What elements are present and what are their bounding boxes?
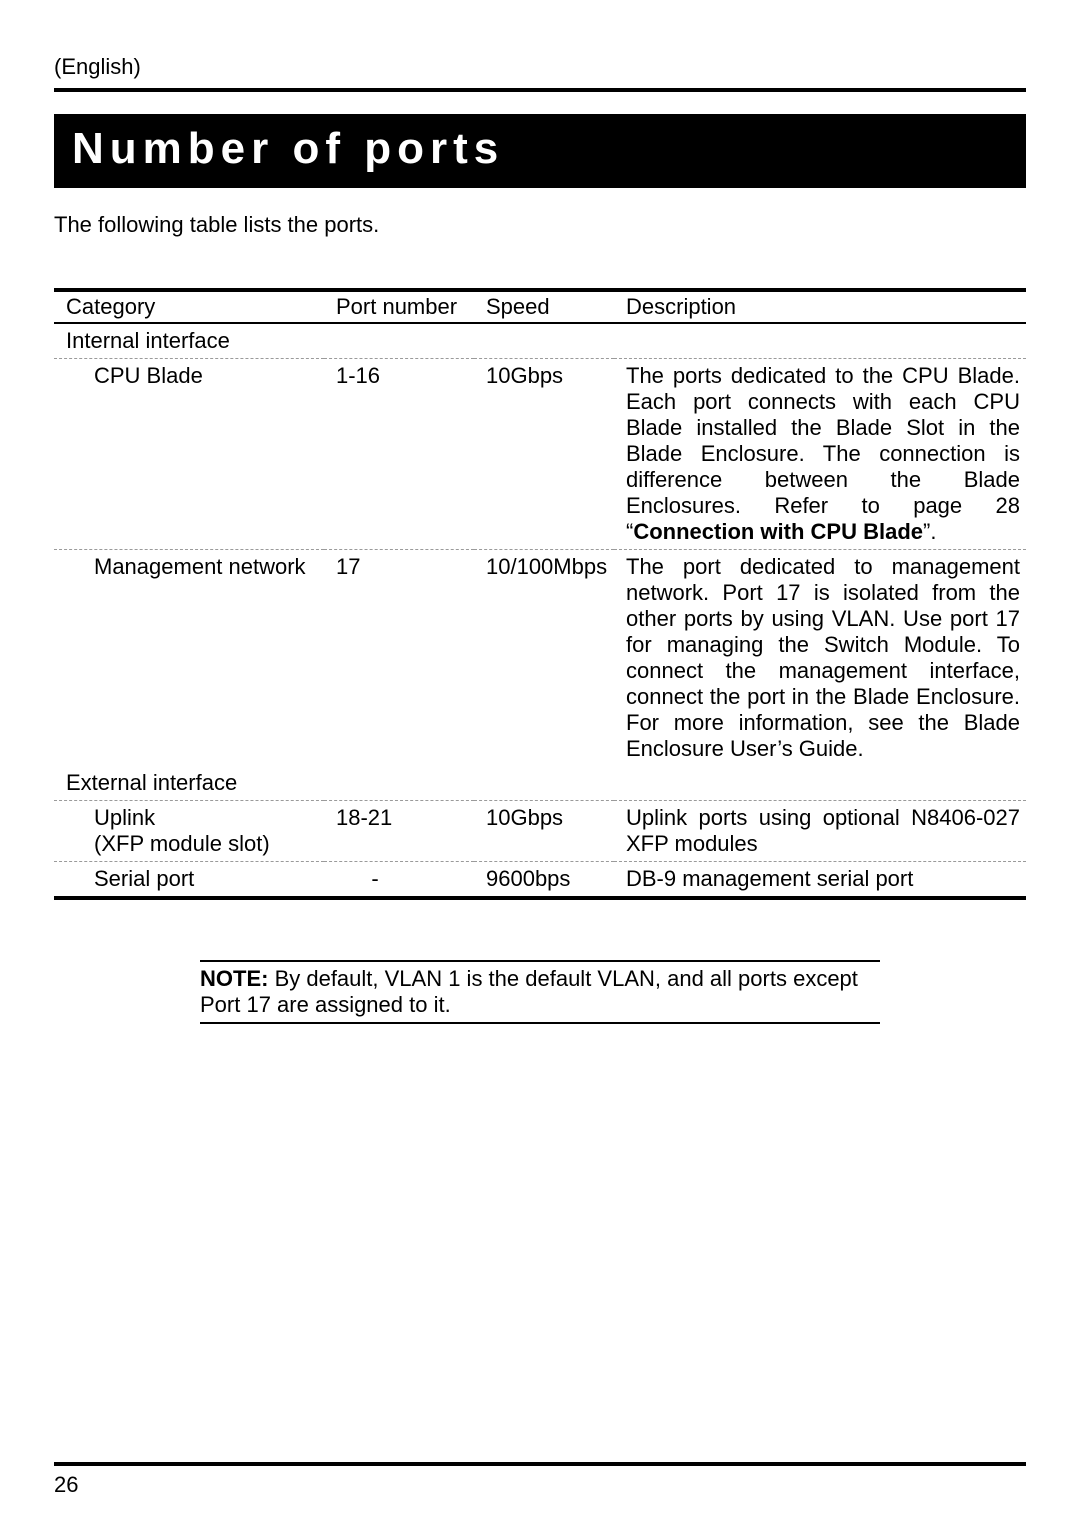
cell-port-number: 1-16 (324, 359, 474, 550)
header-rule (54, 88, 1026, 92)
intro-text: The following table lists the ports. (54, 212, 1026, 238)
cell-description: Uplink ports using optional N8406-027 XF… (614, 801, 1026, 862)
uplink-line1: Uplink (94, 805, 155, 830)
footer-rule (54, 1462, 1026, 1466)
col-description: Description (614, 290, 1026, 323)
col-category: Category (54, 290, 324, 323)
page-number: 26 (54, 1472, 1026, 1498)
row-cpu-blade: CPU Blade 1-16 10Gbps The ports dedicate… (54, 359, 1026, 550)
cell-category: Serial port (54, 862, 324, 899)
row-uplink: Uplink (XFP module slot) 18-21 10Gbps Up… (54, 801, 1026, 862)
ports-table: Category Port number Speed Description I… (54, 288, 1026, 900)
cell-description: DB-9 management serial port (614, 862, 1026, 899)
desc-post: ”. (923, 519, 936, 544)
language-label: (English) (54, 54, 1026, 80)
cell-speed: 10Gbps (474, 801, 614, 862)
cell-speed: 10Gbps (474, 359, 614, 550)
col-port-number: Port number (324, 290, 474, 323)
row-management: Management network 17 10/100Mbps The por… (54, 550, 1026, 767)
note-text: By default, VLAN 1 is the default VLAN, … (200, 966, 858, 1017)
cell-port-number: - (324, 862, 474, 899)
uplink-line2: (XFP module slot) (94, 831, 270, 856)
note-label: NOTE: (200, 966, 268, 991)
desc-pre: The ports dedicated to the CPU Blade. Ea… (626, 363, 1020, 544)
desc-bold: Connection with CPU Blade (633, 519, 923, 544)
cell-description: The port dedicated to management network… (614, 550, 1026, 767)
section-external: External interface (54, 766, 1026, 801)
cell-speed: 10/100Mbps (474, 550, 614, 767)
cell-port-number: 18-21 (324, 801, 474, 862)
cell-category: Uplink (XFP module slot) (54, 801, 324, 862)
section-internal-label: Internal interface (54, 323, 1026, 359)
section-internal: Internal interface (54, 323, 1026, 359)
page: (English) Number of ports The following … (0, 0, 1080, 1528)
cell-port-number: 17 (324, 550, 474, 767)
cell-category: Management network (54, 550, 324, 767)
col-speed: Speed (474, 290, 614, 323)
section-external-label: External interface (54, 766, 1026, 801)
table-header-row: Category Port number Speed Description (54, 290, 1026, 323)
cell-category: CPU Blade (54, 359, 324, 550)
note-box: NOTE: By default, VLAN 1 is the default … (200, 960, 880, 1024)
page-title: Number of ports (54, 114, 1026, 188)
cell-description: The ports dedicated to the CPU Blade. Ea… (614, 359, 1026, 550)
footer: 26 (54, 1462, 1026, 1498)
row-serial: Serial port - 9600bps DB-9 management se… (54, 862, 1026, 899)
cell-speed: 9600bps (474, 862, 614, 899)
table-bottom-rule (54, 898, 1026, 900)
